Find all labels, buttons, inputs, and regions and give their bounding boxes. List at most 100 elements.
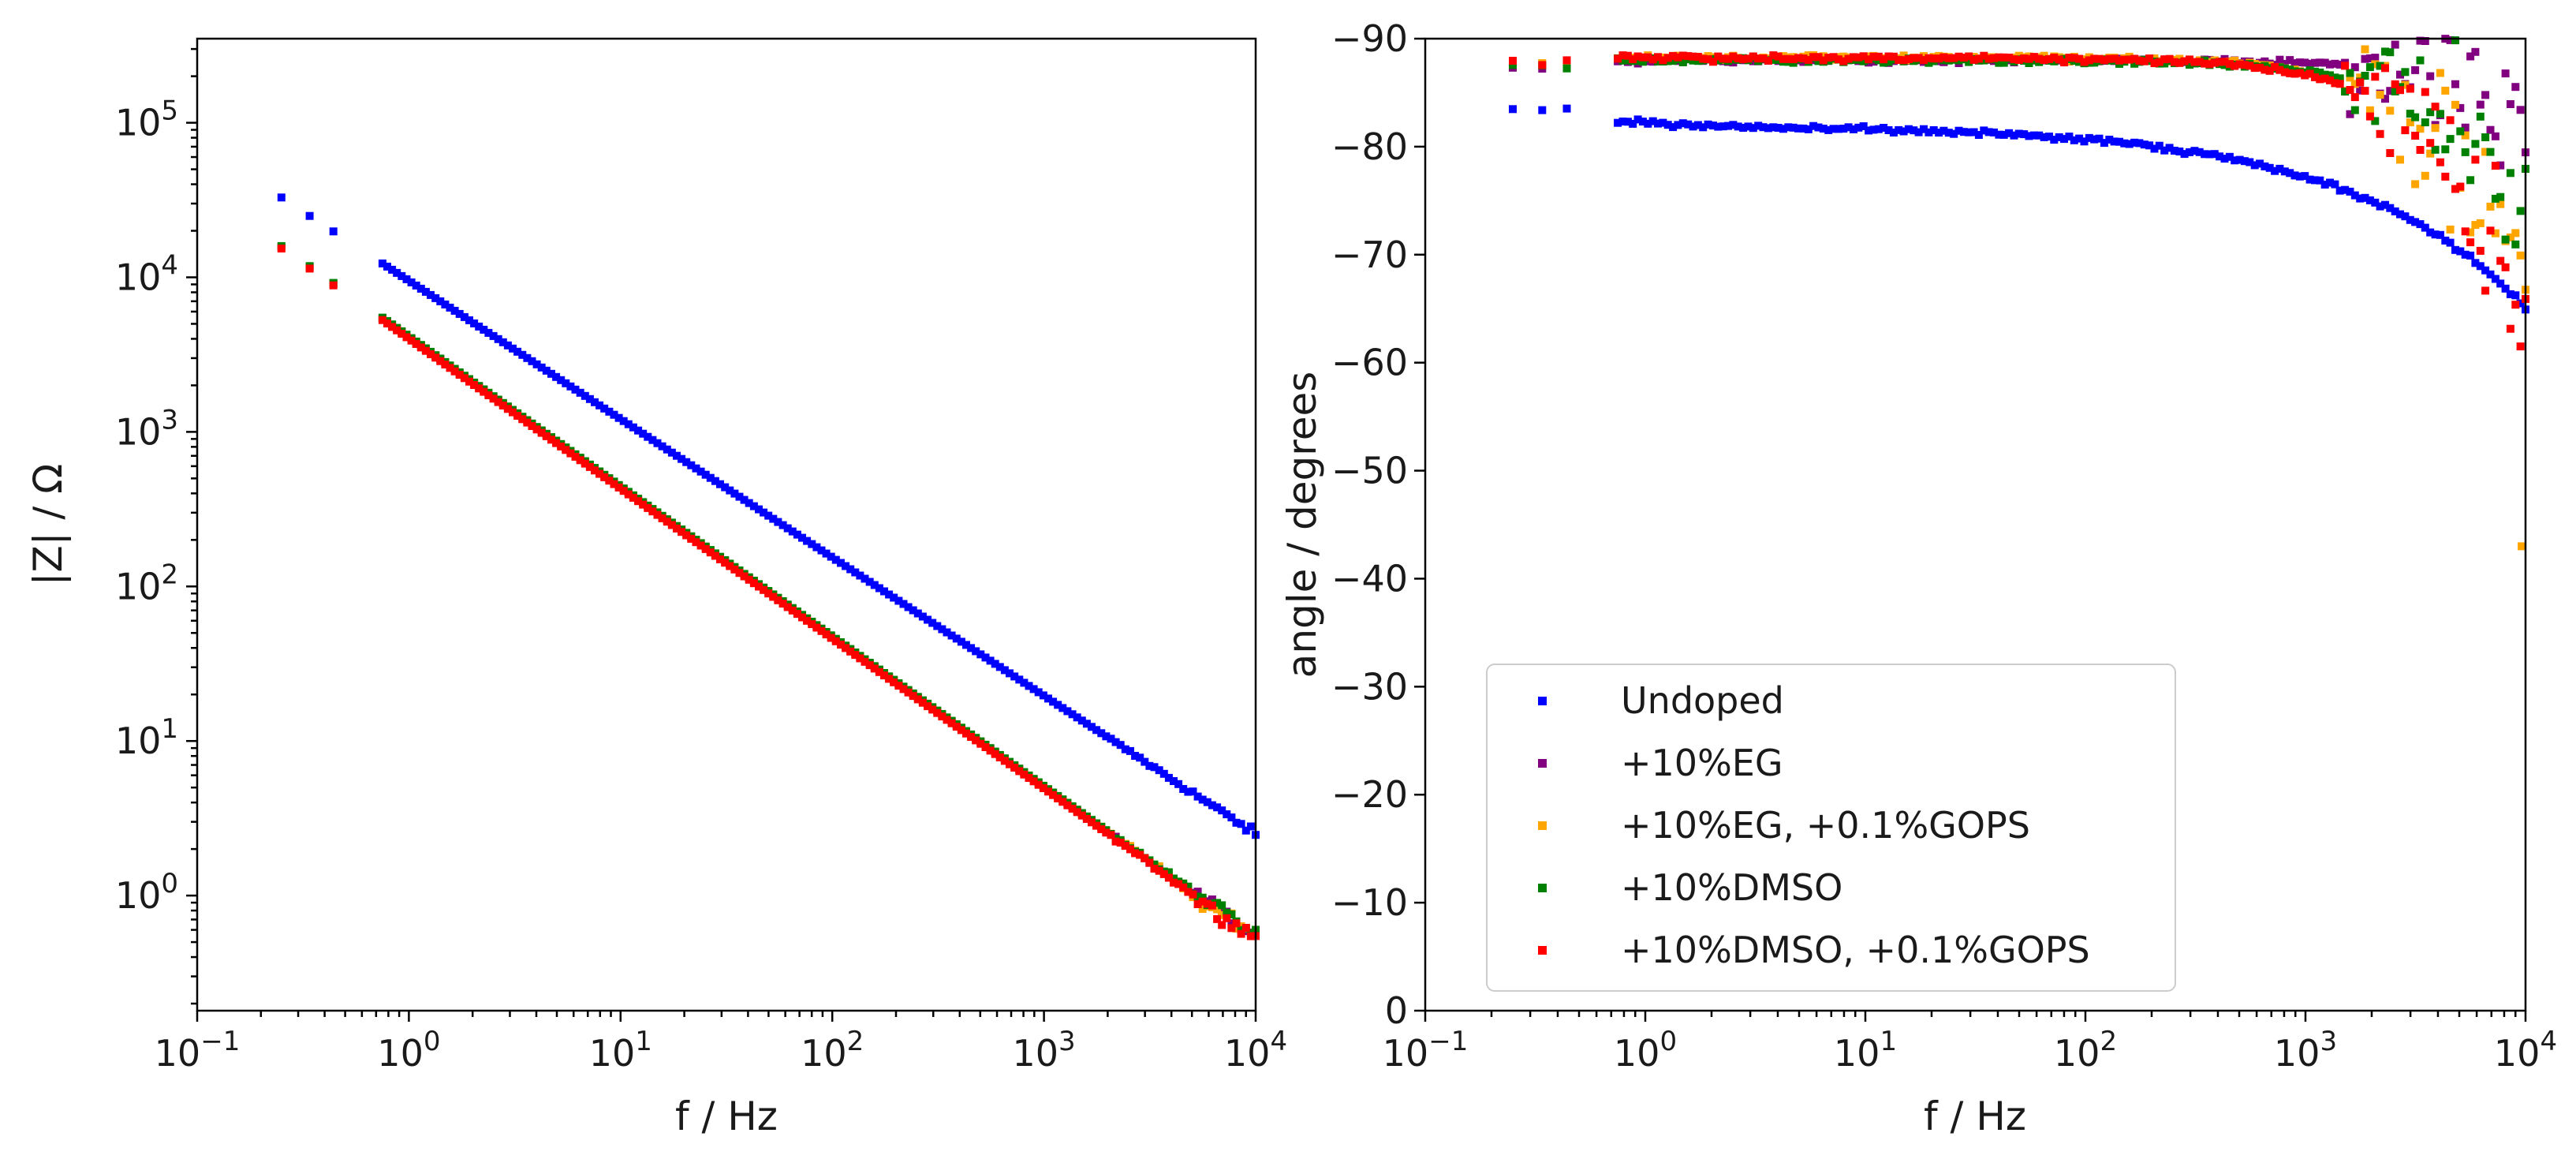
left-point-0-10 [412, 281, 420, 290]
right-point-4-78 [1990, 54, 1998, 62]
right-point-4-88 [2040, 56, 2048, 64]
right-point-0-33 [1764, 124, 1772, 133]
left-point-0-70 [701, 470, 710, 479]
right-point-2-165 [2426, 149, 2435, 158]
right-point-2-44 [1819, 52, 1827, 61]
right-point-0-181 [2506, 290, 2514, 298]
right-point-4-171 [2456, 182, 2465, 191]
right-point-4-180 [2501, 263, 2510, 271]
right-point-4-127 [2235, 60, 2244, 69]
right-point-4-84 [2020, 54, 2029, 63]
right-point-1-144 [2320, 58, 2329, 67]
right-point-1-153 [2365, 54, 2374, 62]
right-point-4-48 [1839, 57, 1848, 65]
right-point-3-117 [2186, 61, 2193, 69]
left-point-0-46 [585, 394, 594, 403]
right-point-3-152 [2361, 72, 2369, 80]
right-point-0-32 [1759, 123, 1768, 132]
right-point-0-105 [2125, 140, 2134, 148]
left-point-0-108 [885, 590, 894, 599]
right-point-4-47 [1834, 55, 1842, 64]
left-point-4-110 [894, 682, 903, 690]
left-point-4-149 [1082, 815, 1091, 823]
left-point-0-19 [455, 309, 464, 318]
right-point-2-159 [2396, 155, 2404, 164]
right-point-4-93 [2065, 54, 2074, 62]
left-point-4-43 [571, 452, 580, 461]
left-point-0-86 [778, 521, 787, 529]
right-point-0-180 [2501, 284, 2510, 293]
right-point-3-170 [2451, 36, 2459, 45]
right-point-4-179 [2496, 256, 2505, 265]
right-point-1-159 [2396, 70, 2404, 79]
left-point-4-9 [407, 336, 416, 345]
left-point-0-94 [817, 546, 826, 555]
right-point-0-4 [1618, 118, 1627, 125]
right-point-4-32 [1759, 54, 1768, 63]
right-point-0-63 [1914, 128, 1923, 136]
right-point-4-52 [1859, 52, 1868, 61]
left-point-0-156 [1116, 741, 1125, 750]
right-point-0-15 [1674, 121, 1682, 129]
left-point-0-167 [1170, 777, 1178, 785]
right-point-0-35 [1774, 124, 1783, 132]
right-point-0-145 [2326, 178, 2334, 187]
left-point-0-74 [721, 483, 730, 492]
left-point-0-18 [450, 306, 459, 315]
left-point-4-26 [489, 394, 498, 403]
right-point-3-112 [2160, 59, 2169, 68]
right-point-4-0 [1509, 57, 1517, 65]
left-point-4-142 [1049, 791, 1058, 799]
left-point-4-37 [542, 432, 551, 440]
right-point-0-53 [1865, 126, 1873, 135]
left-point-0-77 [735, 492, 744, 501]
right-point-4-62 [1910, 54, 1918, 62]
left-point-4-180 [1232, 919, 1241, 928]
left-point-0-84 [769, 514, 778, 523]
right-point-3-8 [1638, 58, 1647, 66]
right-point-1-138 [2290, 59, 2299, 68]
right-point-4-167 [2436, 158, 2444, 166]
left-point-0-106 [875, 584, 883, 593]
right-point-0-12 [1659, 118, 1667, 127]
left-point-4-30 [509, 408, 517, 417]
right-point-4-11 [1654, 53, 1662, 62]
right-point-0-22 [1709, 122, 1717, 130]
right-point-0-82 [2010, 131, 2018, 140]
left-point-0-32 [518, 350, 527, 359]
right-point-4-61 [1904, 55, 1913, 63]
right-point-3-4 [1618, 56, 1627, 65]
right-point-4-113 [2165, 54, 2174, 63]
left-x-axis-label: f / Hz [675, 1094, 778, 1139]
right-point-4-37 [1784, 54, 1793, 63]
left-point-4-156 [1116, 839, 1125, 847]
right-point-0-163 [2416, 220, 2425, 229]
right-point-0-60 [1899, 127, 1908, 136]
right-point-0-38 [1789, 123, 1798, 132]
left-point-0-8 [402, 275, 411, 283]
right-point-4-103 [2115, 56, 2123, 65]
right-point-0-69 [1944, 129, 1953, 137]
left-point-0-141 [1044, 694, 1052, 703]
right-point-3-174 [2471, 140, 2480, 148]
left-point-0-71 [706, 473, 715, 482]
right-point-0-17 [1684, 120, 1693, 129]
right-point-0-103 [2115, 137, 2123, 146]
left-point-4-167 [1170, 878, 1178, 887]
left-point-4-123 [957, 726, 965, 735]
left-point-4-168 [1174, 880, 1183, 888]
right-point-0-79 [1995, 130, 2003, 139]
right-point-4-118 [2190, 58, 2199, 66]
right-point-2-182 [2511, 229, 2520, 237]
right-point-0-139 [2295, 172, 2304, 181]
right-point-4-39 [1794, 54, 1802, 62]
left-point-4-166 [1164, 873, 1173, 882]
right-point-0-132 [2261, 162, 2269, 170]
right-point-4-149 [2346, 86, 2354, 94]
right-point-0-98 [2090, 135, 2099, 144]
left-point-0-111 [899, 600, 908, 608]
left-point-4-98 [837, 641, 845, 649]
left-point-4-71 [706, 548, 715, 557]
right-point-outlier [2518, 542, 2526, 551]
